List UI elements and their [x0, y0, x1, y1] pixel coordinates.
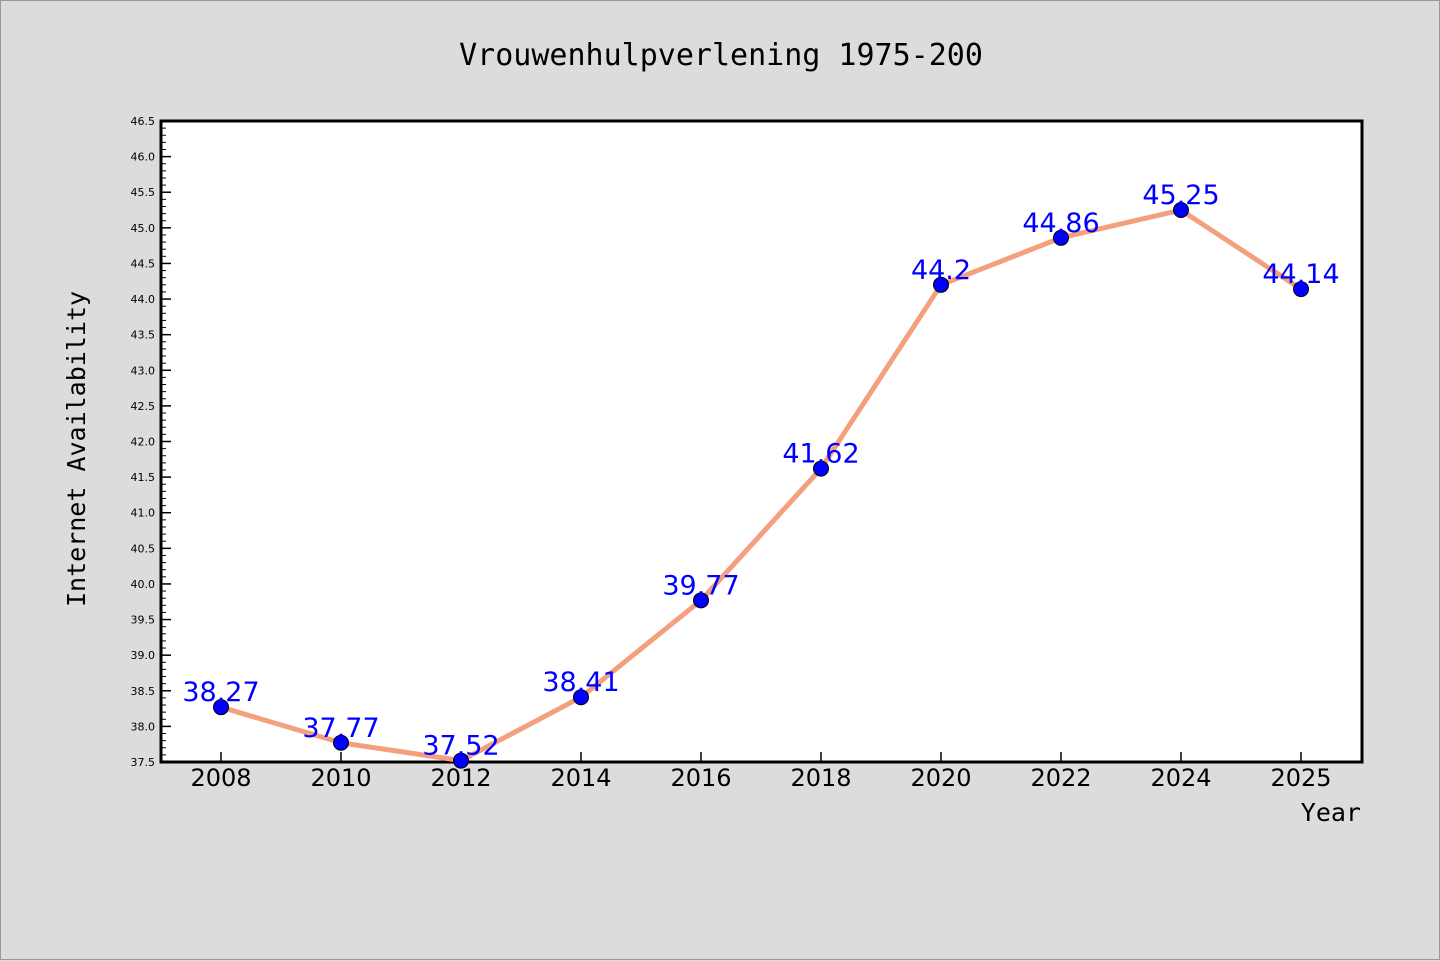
y-tick-label: 40.5 — [131, 542, 156, 555]
data-labels: 38.27 37.77 37.52 38.41 39.77 41.62 44.2 44.86 4… — [182, 180, 1339, 762]
y-tick-label: 44.0 — [131, 293, 156, 306]
x-tick-label: 2010 — [310, 764, 371, 792]
data-point-marker — [933, 276, 949, 293]
y-tick-label: 43.0 — [131, 364, 156, 377]
x-tick-label: 2016 — [670, 764, 731, 792]
y-tick-label: 40.0 — [131, 578, 156, 591]
data-label: 44.2 — [911, 255, 971, 286]
y-tick-label: 39.0 — [131, 649, 156, 662]
data-label: 45.25 — [1142, 180, 1219, 211]
y-tick-label: 38.0 — [131, 720, 156, 733]
x-tick-label: 2014 — [550, 764, 611, 792]
y-tick-label: 37.5 — [131, 756, 156, 769]
y-tick-label: 42.0 — [131, 436, 156, 449]
data-label: 37.77 — [302, 713, 379, 744]
series-layer — [213, 202, 1309, 769]
x-tick-label: 2024 — [1150, 764, 1211, 792]
x-tick-label: 2020 — [910, 764, 971, 792]
y-tick-label: 44.5 — [131, 257, 156, 270]
data-label: 41.62 — [782, 439, 859, 470]
data-point-marker — [573, 689, 589, 706]
x-axis-ticks: 2008 2010 2012 2014 2016 2018 2020 2022 2024 2025 — [190, 752, 1332, 792]
data-label: 38.41 — [542, 667, 619, 698]
x-tick-label: 2008 — [190, 764, 251, 792]
data-point-marker — [453, 752, 469, 769]
y-tick-label: 39.5 — [131, 614, 156, 627]
chart-title: Vrouwenhulpverlening 1975-200 — [459, 38, 983, 73]
y-axis-ticks: 37.5 38.0 38.5 39.0 39.5 40.0 40.5 41.0 41.5 42.0… — [131, 115, 171, 769]
series-line — [218, 207, 1304, 764]
data-point-marker — [1173, 202, 1189, 219]
data-point-marker — [813, 460, 829, 477]
x-tick-label: 2012 — [430, 764, 491, 792]
plot-area — [159, 119, 1364, 764]
data-label: 39.77 — [662, 570, 739, 601]
y-tick-label: 45.0 — [131, 222, 156, 235]
x-tick-label: 2018 — [790, 764, 851, 792]
y-tick-label: 41.0 — [131, 507, 156, 520]
x-axis-label: Year — [1301, 798, 1361, 827]
data-point-marker — [693, 592, 709, 609]
x-tick-label: 2025 — [1270, 764, 1331, 792]
data-point-marker — [1293, 281, 1309, 298]
data-point-marker — [213, 699, 229, 716]
x-tick-label: 2022 — [1030, 764, 1091, 792]
y-tick-label: 42.5 — [131, 400, 156, 413]
data-point-marker — [1053, 229, 1069, 246]
y-tick-label: 45.5 — [131, 186, 156, 199]
y-axis-label: Internet Availability — [62, 291, 91, 607]
data-label: 44.86 — [1022, 208, 1099, 239]
y-tick-label: 46.0 — [131, 151, 156, 164]
data-label: 38.27 — [182, 677, 259, 708]
y-tick-label: 41.5 — [131, 471, 156, 484]
y-tick-label: 43.5 — [131, 329, 156, 342]
data-point-marker — [333, 734, 349, 751]
y-tick-label: 46.5 — [131, 115, 156, 128]
data-label: 44.14 — [1262, 259, 1339, 290]
data-label: 37.52 — [422, 731, 499, 762]
y-tick-label: 38.5 — [131, 685, 156, 698]
